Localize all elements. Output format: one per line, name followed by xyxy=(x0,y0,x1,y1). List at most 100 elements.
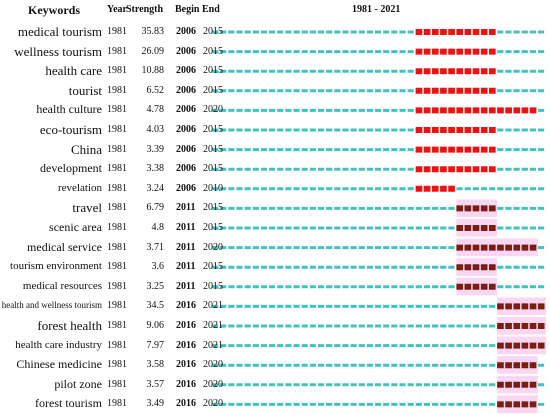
keyword-label: health and wellness tourism xyxy=(1,300,102,311)
begin-value: 2016 xyxy=(176,398,196,410)
year-value: 1981 xyxy=(107,26,127,37)
begin-value: 2016 xyxy=(176,378,196,390)
strength-value: 3.49 xyxy=(146,398,165,410)
begin-value: 2006 xyxy=(176,163,196,175)
end-value: 2021 xyxy=(203,320,223,331)
year-value: 1981 xyxy=(107,320,127,331)
year-value: 1981 xyxy=(107,398,127,410)
table-row: tourist 1981 6.52 2006 2015 xyxy=(0,80,550,101)
end-value: 2021 xyxy=(203,339,223,351)
strength-value: 10.88 xyxy=(141,65,165,77)
end-value: 2015 xyxy=(203,124,223,135)
end-value: 2015 xyxy=(203,65,223,77)
table-row: development 1981 3.38 2006 2015 xyxy=(0,158,550,179)
strength-value: 3.57 xyxy=(146,378,165,390)
burst-highlight xyxy=(497,297,546,315)
end-value: 2010 xyxy=(203,182,223,194)
header-time-range: 1981 - 2021 xyxy=(352,4,401,15)
year-value: 1981 xyxy=(107,378,127,390)
end-value: 2015 xyxy=(203,143,223,155)
begin-value: 2006 xyxy=(176,143,196,155)
keyword-label: forest health xyxy=(37,318,102,333)
year-value: 1981 xyxy=(107,84,127,96)
begin-value: 2011 xyxy=(176,241,196,253)
strength-value: 6.79 xyxy=(146,202,165,214)
strength-value: 3.38 xyxy=(146,163,165,175)
begin-value: 2016 xyxy=(176,300,196,312)
table-row: health care industry 1981 7.97 2016 2021 xyxy=(0,335,550,356)
table-row: wellness tourism 1981 26.09 2006 2015 xyxy=(0,41,550,62)
keyword-label: tourism environment xyxy=(10,260,102,273)
table-row: travel 1981 6.79 2011 2015 xyxy=(0,197,550,218)
strength-value: 4.78 xyxy=(146,104,165,116)
burst-highlight xyxy=(497,317,546,335)
begin-value: 2011 xyxy=(176,261,196,273)
keyword-label: wellness tourism xyxy=(14,43,102,59)
keyword-label: revelation xyxy=(58,181,102,194)
strength-value: 3.39 xyxy=(146,143,165,155)
strength-value: 4.03 xyxy=(146,124,165,135)
year-value: 1981 xyxy=(107,124,127,135)
end-value: 2020 xyxy=(203,359,223,371)
strength-value: 6.52 xyxy=(146,84,165,96)
strength-value: 35.83 xyxy=(141,26,165,37)
keyword-label: eco-tourism xyxy=(39,122,102,137)
table-row: health care 1981 10.88 2006 2015 xyxy=(0,60,550,81)
begin-value: 2006 xyxy=(176,104,196,116)
begin-value: 2011 xyxy=(176,202,196,214)
begin-value: 2006 xyxy=(176,65,196,77)
end-value: 2015 xyxy=(203,26,223,37)
year-value: 1981 xyxy=(107,202,127,214)
year-value: 1981 xyxy=(107,143,127,155)
keyword-label: health care xyxy=(45,63,102,79)
begin-value: 2006 xyxy=(176,84,196,96)
year-value: 1981 xyxy=(107,241,127,253)
year-value: 1981 xyxy=(107,359,127,371)
strength-value: 3.58 xyxy=(146,359,165,371)
keyword-label: health care industry xyxy=(15,338,102,351)
end-value: 2015 xyxy=(203,280,223,292)
table-row: health culture 1981 4.78 2006 2020 xyxy=(0,99,550,120)
year-value: 1981 xyxy=(107,65,127,77)
end-value: 2015 xyxy=(203,261,223,273)
begin-value: 2006 xyxy=(176,124,196,135)
year-value: 1981 xyxy=(107,300,127,312)
table-row: medical service 1981 3.71 2011 2020 xyxy=(0,237,550,258)
table-row: medical tourism 1981 35.83 2006 2015 xyxy=(0,21,550,42)
strength-value: 34.5 xyxy=(146,300,165,312)
table-row: revelation 1981 3.24 2006 2010 xyxy=(0,178,550,199)
table-row: forest health 1981 9.06 2016 2021 xyxy=(0,315,550,336)
begin-value: 2016 xyxy=(176,339,196,351)
strength-value: 26.09 xyxy=(141,45,165,57)
table-row: medical resources 1981 3.25 2011 2015 xyxy=(0,276,550,297)
year-value: 1981 xyxy=(107,163,127,175)
end-value: 2015 xyxy=(203,202,223,214)
begin-value: 2016 xyxy=(176,320,196,331)
strength-value: 3.71 xyxy=(146,241,165,253)
end-value: 2020 xyxy=(203,241,223,253)
keyword-label: tourist xyxy=(68,82,102,98)
end-value: 2015 xyxy=(203,222,223,233)
begin-value: 2011 xyxy=(176,222,196,233)
header-keywords: Keywords xyxy=(28,3,80,17)
strength-value: 3.25 xyxy=(146,280,165,292)
strength-value: 7.97 xyxy=(146,339,165,351)
begin-value: 2006 xyxy=(176,45,196,57)
keyword-label: health culture xyxy=(36,102,102,117)
keyword-label: travel xyxy=(72,200,102,216)
keyword-label: Chinese medicine xyxy=(16,357,102,372)
table-row: eco-tourism 1981 4.03 2006 2015 xyxy=(0,119,550,140)
year-value: 1981 xyxy=(107,261,127,273)
keyword-label: scenic area xyxy=(49,220,102,234)
header-end: End xyxy=(202,4,220,15)
year-value: 1981 xyxy=(107,339,127,351)
keyword-label: medical service xyxy=(27,239,102,254)
begin-value: 2006 xyxy=(176,182,196,194)
end-value: 2021 xyxy=(203,300,223,312)
end-value: 2015 xyxy=(203,84,223,96)
table-row: tourism environment 1981 3.6 2011 2015 xyxy=(0,256,550,277)
table-row: China 1981 3.39 2006 2015 xyxy=(0,139,550,160)
strength-value: 4.8 xyxy=(151,222,165,233)
end-value: 2020 xyxy=(203,104,223,116)
